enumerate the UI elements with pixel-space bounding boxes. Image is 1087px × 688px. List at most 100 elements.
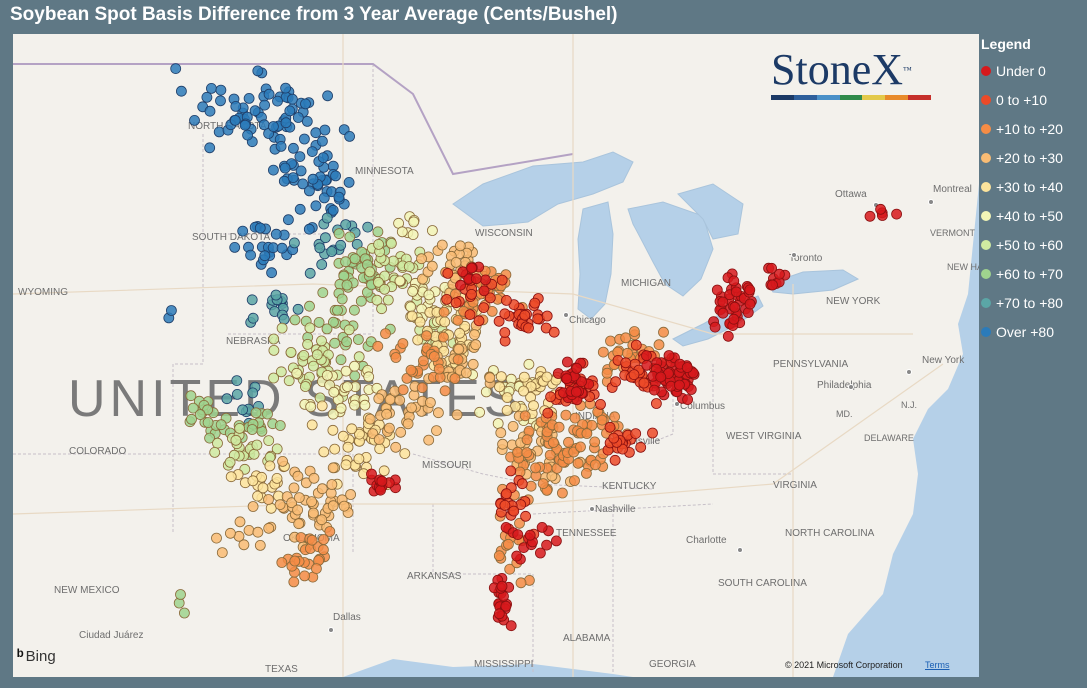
basis-point-marker[interactable] [316,259,328,270]
basis-point-marker[interactable] [201,91,213,103]
basis-point-marker[interactable] [711,284,723,296]
basis-point-marker[interactable] [186,413,197,425]
basis-point-marker[interactable] [229,115,241,126]
basis-point-marker[interactable] [287,142,299,154]
basis-point-marker[interactable] [442,267,454,279]
basis-point-marker[interactable] [346,423,358,435]
basis-point-marker[interactable] [536,521,548,533]
basis-point-marker[interactable] [535,547,546,559]
basis-point-marker[interactable] [318,446,330,458]
basis-point-marker[interactable] [204,432,216,444]
basis-point-marker[interactable] [569,412,581,424]
bing-attribution[interactable]: ᵇ Bing [17,646,56,666]
basis-point-marker[interactable] [264,460,276,472]
basis-point-marker[interactable] [563,436,574,448]
legend-item[interactable]: Under 0 [981,56,1087,85]
basis-point-marker[interactable] [307,360,319,372]
basis-point-marker[interactable] [371,294,383,306]
basis-point-marker[interactable] [306,419,318,431]
basis-point-marker[interactable] [508,505,520,517]
basis-point-marker[interactable] [571,362,583,374]
basis-point-marker[interactable] [313,316,325,328]
basis-point-marker[interactable] [364,266,376,278]
basis-point-marker[interactable] [292,504,304,516]
basis-point-marker[interactable] [469,329,480,341]
basis-point-marker[interactable] [432,407,444,419]
basis-point-marker[interactable] [310,563,322,574]
basis-point-marker[interactable] [285,346,297,358]
basis-point-marker[interactable] [327,408,339,420]
basis-point-marker[interactable] [452,354,464,366]
basis-point-marker[interactable] [524,529,536,541]
basis-point-marker[interactable] [717,307,729,319]
basis-point-marker[interactable] [349,360,360,372]
basis-point-marker[interactable] [319,232,331,244]
basis-point-marker[interactable] [528,400,539,412]
basis-point-marker[interactable] [277,455,289,467]
basis-point-marker[interactable] [674,379,685,391]
basis-point-marker[interactable] [327,500,339,512]
basis-point-marker[interactable] [385,237,397,249]
basis-point-marker[interactable] [298,133,310,145]
basis-point-marker[interactable] [327,204,339,216]
basis-point-marker[interactable] [310,200,322,212]
basis-point-marker[interactable] [288,576,300,588]
basis-point-marker[interactable] [609,411,620,423]
basis-point-marker[interactable] [326,246,338,257]
basis-point-marker[interactable] [268,333,280,345]
basis-point-marker[interactable] [319,124,331,136]
basis-point-marker[interactable] [242,129,254,141]
basis-point-marker[interactable] [414,316,426,328]
basis-point-marker[interactable] [216,547,228,558]
terms-link[interactable]: Terms [925,660,950,670]
basis-point-marker[interactable] [294,203,306,215]
basis-point-marker[interactable] [286,497,298,509]
basis-point-marker[interactable] [399,448,411,460]
basis-point-marker[interactable] [344,231,356,243]
basis-point-marker[interactable] [390,352,402,363]
basis-point-marker[interactable] [518,385,529,397]
basis-point-marker[interactable] [335,402,347,414]
basis-point-marker[interactable] [202,417,214,428]
basis-point-marker[interactable] [417,355,429,367]
basis-point-marker[interactable] [473,315,485,327]
basis-point-marker[interactable] [284,105,296,117]
basis-point-marker[interactable] [496,580,508,592]
basis-point-marker[interactable] [252,526,264,538]
basis-point-marker[interactable] [480,274,491,286]
basis-point-marker[interactable] [243,93,255,104]
basis-point-marker[interactable] [629,326,640,337]
basis-point-marker[interactable] [744,284,756,296]
basis-point-marker[interactable] [302,338,314,350]
basis-point-marker[interactable] [376,303,388,315]
basis-point-marker[interactable] [452,314,464,326]
basis-point-marker[interactable] [248,448,260,460]
basis-point-marker[interactable] [239,119,251,131]
basis-point-marker[interactable] [231,375,243,387]
basis-point-marker[interactable] [301,116,313,127]
basis-point-marker[interactable] [344,131,356,142]
basis-point-marker[interactable] [246,294,258,306]
legend-item[interactable]: +20 to +30 [981,143,1087,172]
basis-point-marker[interactable] [329,443,341,455]
basis-point-marker[interactable] [373,393,385,405]
basis-point-marker[interactable] [224,456,236,468]
basis-point-marker[interactable] [298,349,310,361]
basis-point-marker[interactable] [274,420,286,431]
basis-point-marker[interactable] [378,465,390,477]
basis-point-marker[interactable] [292,303,304,315]
basis-point-marker[interactable] [501,404,513,416]
basis-point-marker[interactable] [316,135,328,147]
basis-point-marker[interactable] [276,322,288,334]
basis-point-marker[interactable] [317,544,329,556]
basis-point-marker[interactable] [423,289,435,301]
basis-point-marker[interactable] [647,427,658,439]
basis-point-marker[interactable] [390,441,402,453]
basis-point-marker[interactable] [267,164,279,176]
basis-point-marker[interactable] [237,404,249,416]
basis-point-marker[interactable] [178,607,190,619]
basis-point-marker[interactable] [340,219,352,231]
basis-point-marker[interactable] [238,539,250,551]
basis-point-marker[interactable] [275,366,287,378]
